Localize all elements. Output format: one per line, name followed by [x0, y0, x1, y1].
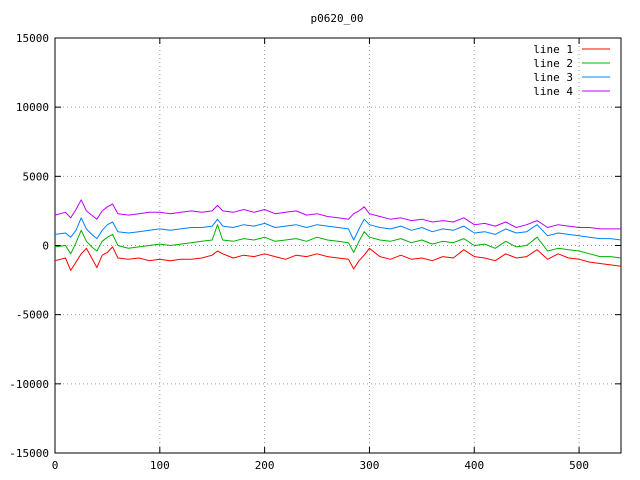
axes: 0 100 200 300 400 500 -15000 -10000 -5000 0 5000 10…	[9, 32, 622, 472]
x-tick-label: 500	[569, 459, 589, 472]
series-line-3	[54, 217, 622, 241]
legend-label-2: line 2	[533, 57, 573, 70]
x-tick-label: 200	[255, 459, 275, 472]
series-line-1	[54, 246, 622, 271]
y-tick-label: -10000	[9, 378, 49, 391]
x-tick-label: 100	[150, 459, 170, 472]
y-tick-label: -15000	[9, 447, 49, 460]
legend-label-1: line 1	[533, 43, 573, 56]
x-tick-label: 300	[360, 459, 380, 472]
y-tick-label: -5000	[16, 309, 49, 322]
series-lines	[54, 199, 622, 271]
legend-label-3: line 3	[533, 71, 573, 84]
y-tick-label: 10000	[16, 101, 49, 114]
y-tick-label: 15000	[16, 32, 49, 45]
x-tick-label: 400	[464, 459, 484, 472]
grid-lines	[55, 38, 621, 453]
y-tick-label: 0	[42, 240, 49, 253]
legend-label-4: line 4	[533, 85, 573, 98]
series-line-2	[54, 224, 622, 259]
y-tick-label: 5000	[23, 170, 50, 183]
x-tick-label: 0	[52, 459, 59, 472]
chart-title: p0620_00	[311, 12, 364, 25]
series-line-4	[54, 199, 621, 230]
